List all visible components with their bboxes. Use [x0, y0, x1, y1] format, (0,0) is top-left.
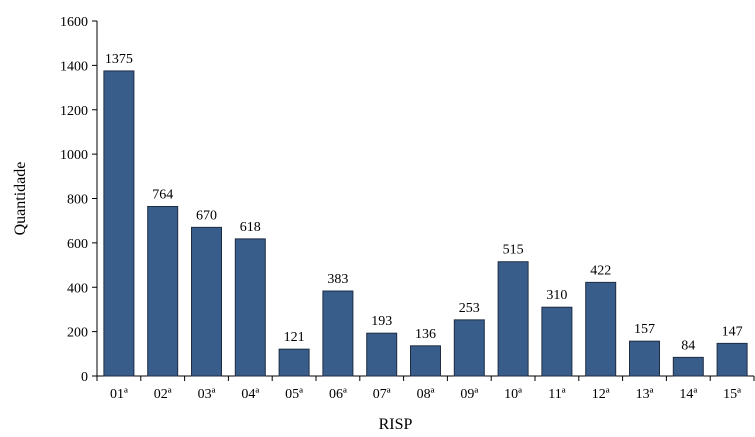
x-tick-label: 02ª — [154, 387, 172, 402]
data-label: 383 — [327, 272, 348, 287]
x-tick-label: 15ª — [723, 387, 741, 402]
bar-3 — [191, 226, 222, 377]
y-axis: 0 200 400 600 800 1000 1200 1400 1600 — [60, 15, 98, 385]
bar-9 — [453, 319, 485, 377]
x-axis-title: RISP — [379, 416, 413, 433]
bar-5 — [278, 348, 310, 377]
y-tick-label: 600 — [67, 237, 88, 252]
x-tick-label: 10ª — [504, 387, 522, 402]
bar-2 — [147, 205, 179, 377]
y-tick-label: 400 — [67, 281, 88, 296]
y-tick-label: 1000 — [60, 148, 88, 163]
y-tick-label: 0 — [81, 370, 88, 385]
y-tick-label: 800 — [67, 193, 88, 208]
y-axis-title: Quantidade — [12, 162, 29, 236]
data-label: 310 — [546, 288, 567, 303]
bar-8 — [410, 345, 441, 377]
y-tick-label: 1600 — [60, 15, 88, 30]
bar-1 — [103, 70, 135, 377]
data-label: 764 — [152, 187, 173, 202]
bar-12 — [585, 281, 617, 377]
data-label: 253 — [459, 301, 480, 316]
data-label: 157 — [634, 322, 655, 337]
x-tick-label: 08ª — [417, 387, 435, 402]
y-tick-label: 200 — [67, 326, 88, 341]
x-tick-label: 12ª — [592, 387, 610, 402]
data-label: 147 — [722, 324, 743, 339]
bar-11 — [541, 306, 573, 377]
bar-6 — [322, 290, 354, 377]
data-label: 1375 — [105, 52, 133, 67]
data-label: 670 — [196, 208, 217, 223]
x-tick-label: 13ª — [636, 387, 654, 402]
x-tick-label: 05ª — [285, 387, 303, 402]
y-tick-label: 1400 — [60, 59, 88, 74]
x-tick-label: 14ª — [679, 387, 697, 402]
bar-7 — [366, 332, 398, 377]
bars — [103, 70, 748, 377]
x-tick-label: 01ª — [110, 387, 128, 402]
x-tick-label: 09ª — [460, 387, 478, 402]
data-label: 618 — [240, 220, 261, 235]
y-tick-label: 1200 — [60, 104, 88, 119]
data-labels: 1375 764 670 618 121 383 193 136 253 515 310 422 157… — [105, 52, 743, 353]
data-label: 515 — [503, 243, 524, 258]
x-tick-label: 03ª — [198, 387, 216, 402]
data-label: 136 — [415, 327, 436, 342]
bar-15 — [716, 342, 748, 377]
data-label: 422 — [590, 263, 611, 278]
data-label: 193 — [371, 314, 392, 329]
data-label: 84 — [681, 338, 695, 353]
bar-10 — [497, 261, 529, 377]
x-tick-label: 04ª — [241, 387, 259, 402]
x-tick-label: 06ª — [329, 387, 347, 402]
bar-4 — [234, 238, 266, 377]
data-label: 121 — [284, 330, 305, 345]
bar-13 — [629, 340, 660, 377]
bar-14 — [672, 356, 704, 377]
x-axis: 01ª 02ª 03ª 04ª 05ª 06ª 07ª 08ª 09ª 10ª 11ª 12ª 13ª 1… — [96, 375, 755, 402]
x-tick-label: 11ª — [548, 387, 565, 402]
x-tick-label: 07ª — [373, 387, 391, 402]
